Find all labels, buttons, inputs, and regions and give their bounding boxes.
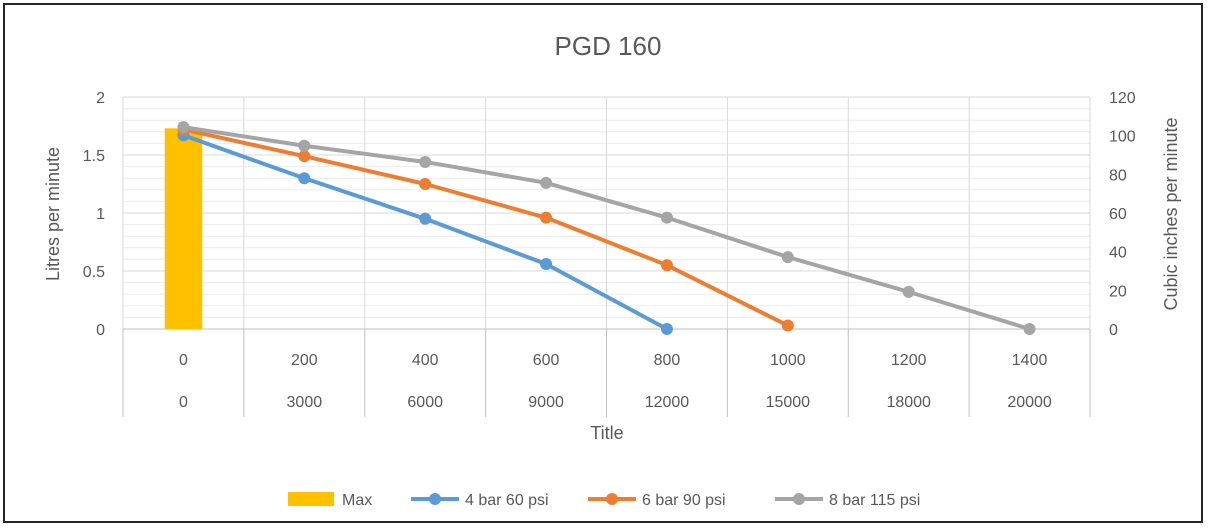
series-point <box>298 150 311 163</box>
x2-tick-label: 15000 <box>766 394 811 411</box>
legend-item: 8 bar 115 psi <box>775 492 920 509</box>
series-point <box>540 211 553 224</box>
x-tick-label: 600 <box>533 352 560 369</box>
x-tick-label: 800 <box>654 352 681 369</box>
series-line <box>181 127 790 328</box>
series-point <box>298 139 311 152</box>
gridlines <box>122 96 1091 330</box>
chart-frame: 0 200 400 600 800 1000 1200 1400 0 3000 6000 9000 12… <box>3 3 1203 523</box>
x2-tick-label: 0 <box>179 394 188 411</box>
bars <box>164 128 203 329</box>
category-dividers <box>122 329 1091 417</box>
y2-tick-label: 100 <box>1109 129 1136 146</box>
y-axis-label: Litres per minute <box>43 147 63 281</box>
legend-label: 6 bar 90 psi <box>642 492 726 509</box>
x-tick-label: 1200 <box>891 352 927 369</box>
y2-axis-label: Cubic inches per minute <box>1161 117 1181 310</box>
y2-tick-label: 20 <box>1109 283 1127 300</box>
x-tick-label: 1000 <box>770 352 806 369</box>
series-point <box>298 172 311 185</box>
chart-title: PGD 160 <box>555 31 662 61</box>
series-point <box>660 259 673 272</box>
series-point <box>781 251 794 264</box>
legend: Max 4 bar 60 psi 6 bar 90 psi 8 bar 115 psi <box>288 492 920 509</box>
legend-item: Max <box>288 492 372 509</box>
series-point <box>781 319 794 332</box>
y2-tick-label: 40 <box>1109 245 1127 262</box>
series-point <box>660 211 673 224</box>
series-point <box>660 323 673 335</box>
y-tick-label: 0.5 <box>83 264 105 281</box>
legend-item: 4 bar 60 psi <box>411 492 549 509</box>
series-lines <box>177 121 1036 335</box>
x-tick-label: 400 <box>412 352 439 369</box>
x2-tick-label: 9000 <box>528 394 564 411</box>
series-point <box>540 258 553 271</box>
x2-tick-label: 6000 <box>407 394 443 411</box>
legend-swatch <box>288 492 334 506</box>
bar-max <box>164 128 203 329</box>
series-point <box>419 155 432 168</box>
x-tick-label: 200 <box>291 352 318 369</box>
x2-tick-label: 3000 <box>287 394 323 411</box>
series-point <box>177 121 190 134</box>
legend-swatch-marker <box>606 493 618 505</box>
x-axis-label: Title <box>590 423 623 443</box>
y2-tick-label: 120 <box>1109 90 1136 107</box>
legend-item: 6 bar 90 psi <box>588 492 726 509</box>
legend-swatch-marker <box>429 493 441 505</box>
legend-swatch-marker <box>793 493 805 505</box>
y2-tick-label: 60 <box>1109 206 1127 223</box>
y2-tick-label: 0 <box>1109 322 1118 339</box>
series-point <box>902 285 915 298</box>
legend-label: 8 bar 115 psi <box>829 492 920 509</box>
legend-label: Max <box>342 492 372 509</box>
y-tick-label: 0 <box>96 322 105 339</box>
x-tick-label: 1400 <box>1012 352 1048 369</box>
y-tick-label: 1.5 <box>83 148 105 165</box>
y-tick-label: 1 <box>96 206 105 223</box>
x2-tick-label: 20000 <box>1007 394 1052 411</box>
series-point <box>1023 323 1036 335</box>
x2-tick-label: 18000 <box>886 394 931 411</box>
series-line <box>181 125 1032 331</box>
x-tick-label: 0 <box>179 352 188 369</box>
x2-tick-label: 12000 <box>645 394 690 411</box>
legend-label: 4 bar 60 psi <box>465 492 549 509</box>
series-point <box>419 212 432 225</box>
y-tick-label: 2 <box>96 90 105 107</box>
series-point <box>540 176 553 189</box>
series-point <box>419 178 432 190</box>
y2-tick-label: 80 <box>1109 167 1127 184</box>
